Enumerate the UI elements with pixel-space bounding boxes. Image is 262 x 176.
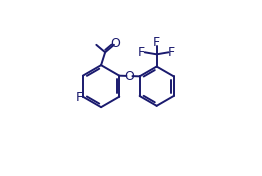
Text: F: F: [168, 46, 175, 59]
Text: F: F: [76, 91, 83, 104]
Text: O: O: [111, 37, 121, 50]
Text: O: O: [124, 70, 134, 83]
Text: F: F: [138, 46, 145, 59]
Text: F: F: [153, 36, 160, 49]
